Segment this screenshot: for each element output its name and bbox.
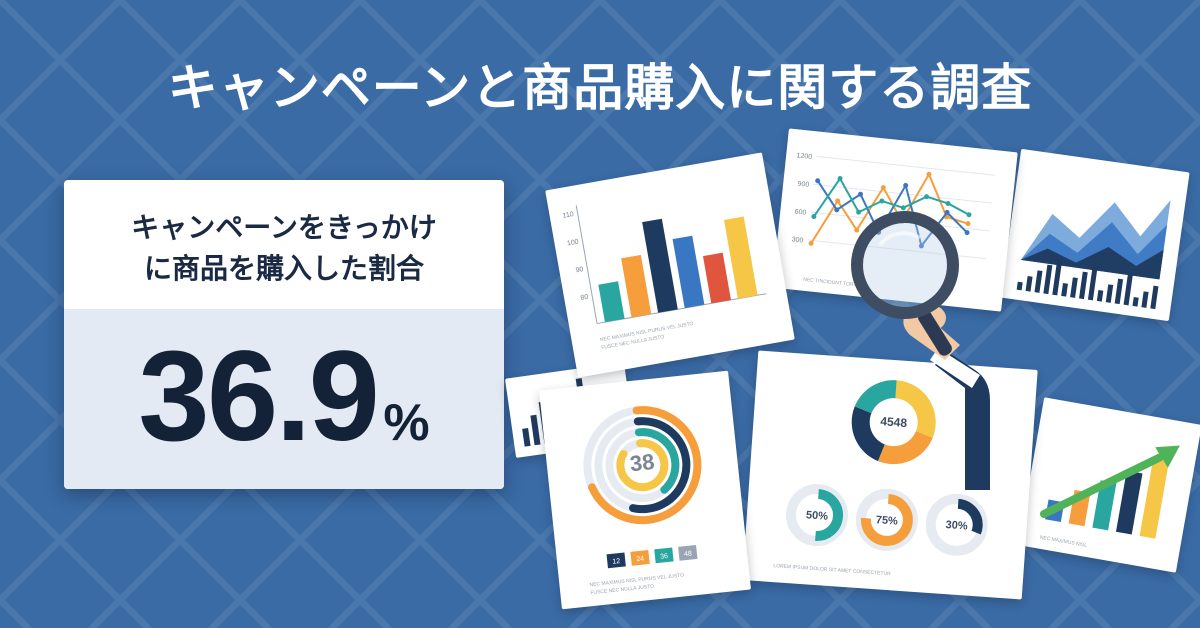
- svg-text:24: 24: [636, 555, 645, 563]
- svg-text:75%: 75%: [875, 514, 898, 528]
- svg-text:36: 36: [660, 553, 669, 561]
- sheet-gauge: 38 12243648 NEC MAXIMUS NISL PURUS VEL J…: [539, 371, 751, 610]
- svg-text:900: 900: [797, 181, 809, 189]
- stat-label-line2: に商品を購入した割合: [144, 253, 424, 284]
- sheet-bar-chart: 1101009080 NEC MAXIMUS NISL PURUS VEL JU…: [545, 152, 795, 377]
- svg-text:80: 80: [580, 294, 589, 302]
- svg-text:30%: 30%: [945, 519, 968, 533]
- stat-label: キャンペーンをきっかけ に商品を購入した割合: [64, 180, 504, 309]
- svg-text:300: 300: [791, 236, 803, 244]
- svg-text:48: 48: [684, 550, 693, 558]
- svg-text:NEC MAXIMUS NISL: NEC MAXIMUS NISL: [1039, 535, 1087, 549]
- svg-text:1200: 1200: [796, 152, 812, 161]
- svg-text:38: 38: [629, 449, 656, 476]
- stat-label-line1: キャンペーンをきっかけ: [131, 212, 436, 243]
- svg-text:LOREM IPSUM DOLOR SIT AMET CON: LOREM IPSUM DOLOR SIT AMET CONSECTETUR: [773, 563, 891, 577]
- svg-text:600: 600: [794, 208, 806, 216]
- hand-magnifier-icon: [850, 210, 1070, 490]
- svg-text:50%: 50%: [806, 509, 829, 523]
- stat-unit: %: [383, 393, 429, 453]
- svg-text:100: 100: [567, 239, 580, 248]
- svg-text:12: 12: [612, 558, 621, 566]
- stat-value-area: 36.9%: [64, 309, 504, 489]
- stat-card: キャンペーンをきっかけ に商品を購入した割合 36.9%: [64, 180, 504, 489]
- svg-text:110: 110: [562, 211, 574, 220]
- stat-value: 36.9: [138, 333, 377, 461]
- headline: キャンペーンと商品購入に関する調査: [0, 48, 1200, 120]
- illustration-area: 1101009080 NEC MAXIMUS NISL PURUS VEL JU…: [520, 150, 1200, 620]
- svg-text:90: 90: [575, 266, 584, 274]
